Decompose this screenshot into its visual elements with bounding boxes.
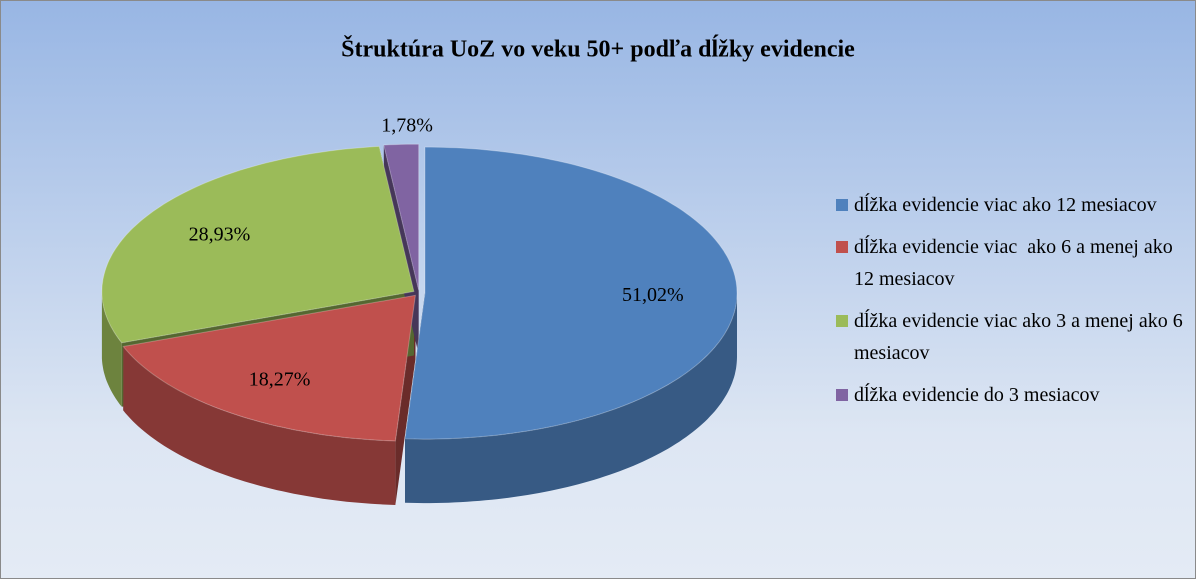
legend-swatch bbox=[836, 199, 848, 211]
slice-side bbox=[123, 346, 396, 505]
legend-label: dĺžka evidencie viac ako 6 a menej ako 1… bbox=[854, 236, 1178, 290]
legend-swatch bbox=[836, 315, 848, 327]
data-label: 28,93% bbox=[189, 223, 251, 245]
legend-item: dĺžka evidencie viac ako 6 a menej ako 1… bbox=[836, 231, 1186, 295]
slice-side bbox=[101, 291, 122, 407]
data-label: 1,78% bbox=[381, 114, 433, 136]
legend-item: dĺžka evidencie do 3 mesiacov bbox=[836, 379, 1186, 411]
legend-swatch bbox=[836, 389, 848, 401]
legend: dĺžka evidencie viac ako 12 mesiacov dĺžk… bbox=[836, 189, 1186, 421]
data-label: 51,02% bbox=[622, 284, 684, 306]
legend-swatch bbox=[836, 241, 848, 253]
slice bbox=[383, 143, 420, 291]
slice-side bbox=[405, 293, 737, 504]
slice bbox=[122, 294, 416, 442]
slice bbox=[101, 145, 415, 344]
legend-item: dĺžka evidencie viac ako 12 mesiacov bbox=[836, 189, 1186, 221]
slice bbox=[404, 146, 738, 440]
legend-label: dĺžka evidencie do 3 mesiacov bbox=[854, 384, 1100, 406]
chart-title: Štruktúra UoZ vo veku 50+ podľa dĺžky ev… bbox=[341, 36, 855, 63]
legend-label: dĺžka evidencie viac ako 12 mesiacov bbox=[854, 194, 1157, 216]
legend-item: dĺžka evidencie viac ako 3 a menej ako 6… bbox=[836, 305, 1186, 369]
data-label: 18,27% bbox=[249, 369, 311, 391]
legend-label: dĺžka evidencie viac ako 3 a menej ako 6… bbox=[854, 310, 1188, 364]
